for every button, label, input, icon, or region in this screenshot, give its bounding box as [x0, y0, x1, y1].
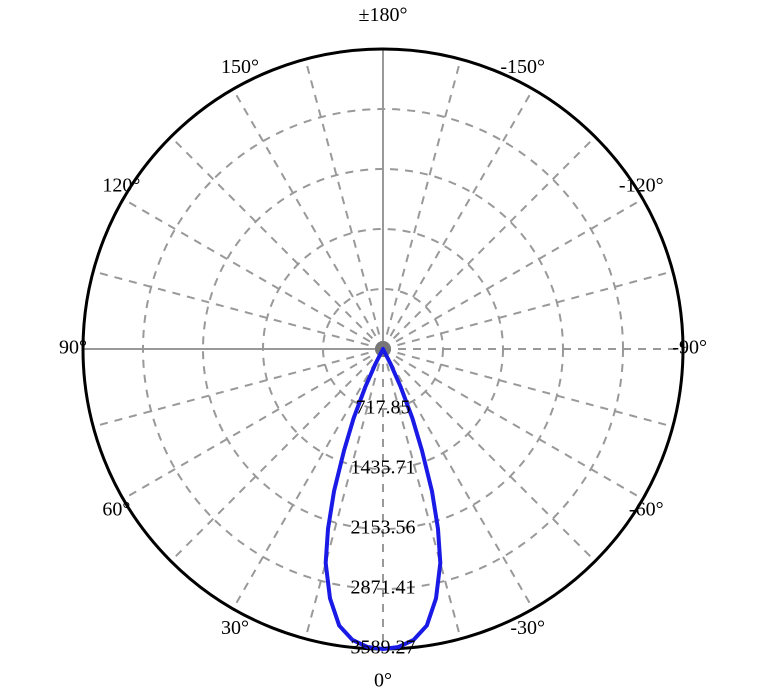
grid-spoke: [93, 271, 383, 349]
grid-spoke: [383, 349, 533, 609]
angle-label: 30°: [221, 617, 249, 639]
angle-label: -90°: [672, 337, 707, 359]
grid-spoke: [383, 137, 595, 349]
grid-spoke: [233, 89, 383, 349]
radial-tick-label: 1435.71: [351, 457, 416, 479]
angle-label: 0°: [374, 670, 392, 692]
radial-tick-label: 717.85: [356, 397, 411, 419]
radial-tick-label: 2153.56: [351, 517, 416, 539]
radial-tick-label: 2871.41: [351, 577, 416, 599]
grid-spoke: [123, 349, 383, 499]
angle-label: 120°: [102, 175, 140, 197]
grid-spoke: [233, 349, 383, 609]
grid-spoke: [383, 349, 643, 499]
angle-label: -150°: [500, 56, 545, 78]
angle-label: 90°: [59, 337, 87, 359]
grid-spoke: [383, 199, 643, 349]
angle-label: -60°: [629, 499, 664, 521]
grid-spoke: [123, 199, 383, 349]
grid-spoke: [383, 89, 533, 349]
angle-label: ±180°: [359, 4, 408, 26]
grid-spoke: [383, 271, 673, 349]
grid-spoke: [305, 59, 383, 349]
grid-spoke: [383, 349, 673, 427]
angle-label: -30°: [510, 617, 545, 639]
angle-label: 60°: [102, 499, 130, 521]
radial-tick-label: 3589.27: [351, 637, 416, 659]
angle-label: -120°: [619, 175, 664, 197]
angle-label: 150°: [221, 56, 259, 78]
polar-chart: 717.85 1435.71 2153.56 2871.41 3589.27 ±180° 1…: [0, 0, 766, 698]
grid-spoke: [171, 137, 383, 349]
grid-spoke: [93, 349, 383, 427]
grid-spoke: [383, 59, 461, 349]
